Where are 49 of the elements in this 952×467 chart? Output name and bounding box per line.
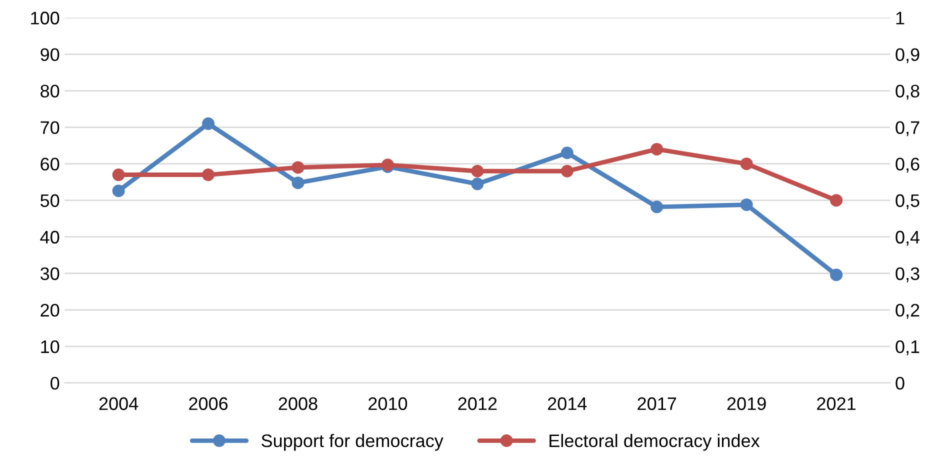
x-tick-label: 2004 — [99, 397, 138, 410]
point — [292, 161, 304, 174]
y2-tick-label: 0,6 — [896, 158, 920, 173]
point — [830, 194, 843, 207]
point — [560, 164, 574, 178]
y2-tick-label: 1 — [896, 12, 904, 24]
y2-tick-label: 0,8 — [896, 84, 920, 100]
point — [650, 200, 664, 214]
point — [112, 184, 125, 198]
y-tick-label: 10 — [41, 340, 60, 354]
y2-tick-label: 0,7 — [896, 121, 920, 136]
point — [471, 164, 484, 178]
y2-tick-label: 0,9 — [896, 48, 920, 64]
point — [740, 158, 753, 170]
y-tick-label: 0 — [50, 376, 60, 390]
y-tick-label: 30 — [40, 267, 60, 280]
legend-label: Electoral democracy index — [550, 434, 760, 451]
y2-tick-label: 0 — [896, 376, 904, 390]
y-tick-label: 70 — [40, 121, 60, 134]
y-tick-label: 80 — [40, 84, 60, 98]
y2-tick-label: 0,4 — [896, 230, 920, 246]
point — [292, 176, 304, 190]
x-tick-label: 2014 — [548, 397, 587, 410]
y2-tick-label: 0,3 — [896, 267, 920, 282]
x-tick-label: 2021 — [817, 397, 856, 410]
y2-tick-label: 0,1 — [896, 340, 920, 356]
point — [202, 117, 215, 130]
point — [740, 198, 753, 211]
y-tick-label: 50 — [40, 194, 60, 208]
x-tick-label: 2006 — [189, 397, 228, 410]
x-tick-label: 2019 — [727, 397, 766, 410]
y-tick-label: 90 — [40, 48, 60, 61]
y-tick-label: 60 — [40, 158, 60, 171]
point — [112, 168, 125, 182]
x-tick-label: 2008 — [278, 397, 318, 410]
y-tick-label: 100 — [31, 12, 60, 24]
point — [650, 142, 664, 156]
x-tick-label: 2017 — [638, 397, 676, 410]
legend-label: Support for democracy — [262, 434, 444, 451]
point — [471, 178, 484, 190]
point — [830, 268, 843, 282]
y-tick-label: 40 — [40, 230, 60, 244]
y2-tick-label: 0,5 — [896, 194, 920, 210]
y-tick-label: 20 — [40, 304, 60, 317]
point — [202, 168, 215, 182]
x-tick-label: 2012 — [458, 397, 497, 410]
y2-tick-label: 0,2 — [896, 304, 920, 319]
point — [560, 146, 574, 160]
x-tick-label: 2010 — [368, 397, 408, 410]
